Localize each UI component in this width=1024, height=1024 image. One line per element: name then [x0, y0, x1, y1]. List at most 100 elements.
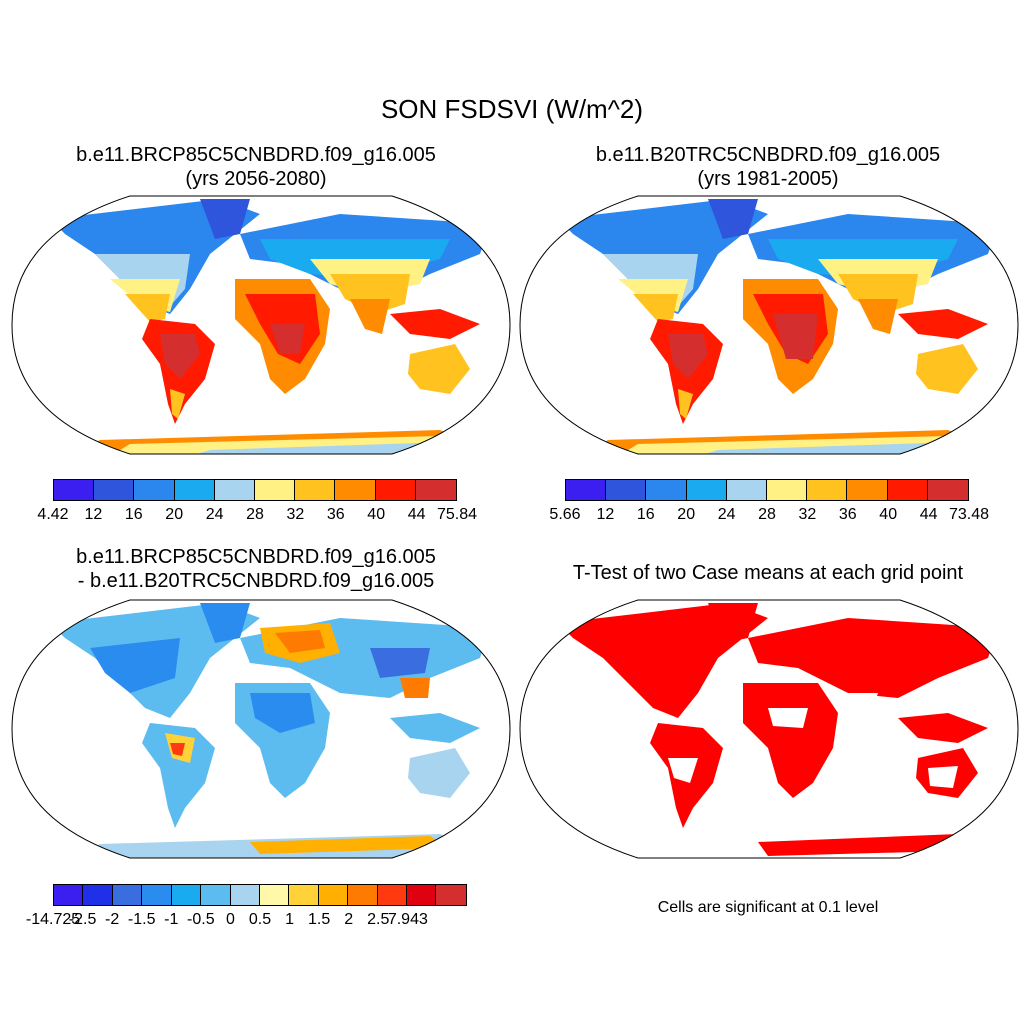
colorbar-2-ticks: 5.66 12 16 20 24 28 32 36 40 44 73.48 — [549, 506, 989, 526]
panel-4-title-line1: T-Test of two Case means at each grid po… — [572, 562, 964, 584]
colorbar-3-box — [318, 885, 349, 905]
colorbar-2-tick-label: 36 — [838, 506, 857, 523]
panel-3-title: b.e11.BRCP85C5CNBDRD.f09_g16.005 - b.e11… — [6, 545, 506, 593]
colorbar-3-boxes — [53, 884, 467, 906]
map-3-land — [50, 603, 490, 858]
figure-title: SON FSDSVI (W/m^2) — [380, 94, 644, 124]
colorbar-1-boxes — [53, 479, 457, 501]
map-2-land — [558, 199, 998, 454]
colorbar-1-box — [54, 480, 95, 500]
colorbar-1-box — [94, 480, 135, 500]
colorbar-2-box — [686, 480, 727, 500]
panel-1-title: b.e11.BRCP85C5CNBDRD.f09_g16.005 (yrs 20… — [6, 143, 506, 191]
colorbar-1-tick-label: 44 — [407, 506, 426, 523]
map-3-border — [11, 599, 511, 859]
colorbar-1-box — [375, 480, 416, 500]
panel-2-title-line2: (yrs 1981-2005) — [697, 168, 839, 190]
colorbar-future: 4.42 12 16 20 24 28 32 36 40 44 75.84 — [37, 479, 477, 529]
colorbar-3-tick-label: 0 — [225, 911, 235, 928]
colorbar-2-box — [566, 480, 607, 500]
map-1-border — [11, 195, 511, 455]
panel-1-title-line2: (yrs 2056-2080) — [185, 168, 327, 190]
colorbar-3-box — [112, 885, 143, 905]
colorbar-2-box — [606, 480, 647, 500]
colorbar-2-tick-label: 40 — [879, 506, 898, 523]
colorbar-2-box — [927, 480, 969, 500]
colorbar-3-tick-label: -0.5 — [187, 911, 215, 928]
colorbar-2-tick-label: 16 — [636, 506, 655, 523]
colorbar-3-ticks: -14.725 -2.5 -2 -1.5 -1 -0.5 0 0.5 1 1.5 2 2.5 7.943 — [26, 911, 467, 931]
colorbar-3-tick-label: 1 — [285, 911, 295, 928]
panel-3-title-line2: - b.e11.B20TRC5CNBDRD.f09_g16.005 — [77, 570, 435, 592]
colorbar-1-tick-label: 28 — [246, 506, 264, 523]
colorbar-1-tick-label: 36 — [326, 506, 345, 523]
colorbar-1-box — [255, 480, 296, 500]
map-4-nonsignificant-holes — [668, 693, 958, 788]
colorbar-2-box — [726, 480, 768, 500]
map-panel-difference — [11, 599, 511, 859]
colorbar-2-box — [887, 480, 928, 500]
colorbar-3-tick-label: 1.5 — [308, 911, 331, 928]
colorbar-1-tick-label: 40 — [367, 506, 386, 523]
map-1-land — [50, 199, 490, 454]
panel-1-title-line1: b.e11.BRCP85C5CNBDRD.f09_g16.005 — [76, 144, 436, 166]
colorbar-3-tick-label: -14.725 — [25, 911, 81, 928]
colorbar-1-tick-label: 32 — [286, 506, 305, 523]
colorbar-3-box — [83, 885, 113, 905]
colorbar-3-box — [54, 885, 84, 905]
colorbar-2-box — [767, 480, 808, 500]
colorbar-2-tick-label: 32 — [798, 506, 817, 523]
colorbar-3-box — [171, 885, 202, 905]
colorbar-2-boxes — [565, 479, 969, 501]
panel-4-title: T-Test of two Case means at each grid po… — [518, 561, 1018, 585]
colorbar-1-box — [335, 480, 376, 500]
panel-2-title: b.e11.B20TRC5CNBDRD.f09_g16.005 (yrs 198… — [518, 143, 1018, 191]
colorbar-3-tick-label: 7.943 — [387, 911, 428, 928]
colorbar-2-box — [847, 480, 888, 500]
colorbar-1-tick-label: 75.84 — [436, 506, 478, 523]
colorbar-1-box — [174, 480, 215, 500]
colorbar-3-tick-label: 2 — [344, 911, 354, 928]
colorbar-3-box — [289, 885, 319, 905]
map-4-significant-cells — [558, 603, 998, 856]
colorbar-1-ticks: 4.42 12 16 20 24 28 32 36 40 44 75.84 — [37, 506, 477, 526]
colorbar-2-tick-label: 24 — [717, 506, 736, 523]
colorbar-2-tick-label: 12 — [596, 506, 615, 523]
colorbar-historical: 5.66 12 16 20 24 28 32 36 40 44 73.48 — [549, 479, 989, 529]
colorbar-1-tick-label: 12 — [84, 506, 103, 523]
colorbar-3-box — [377, 885, 408, 905]
colorbar-2-box — [646, 480, 687, 500]
colorbar-3-tick-label: -2 — [105, 911, 120, 928]
colorbar-3-tick-label: -1 — [164, 911, 179, 928]
colorbar-difference: -14.725 -2.5 -2 -1.5 -1 -0.5 0 0.5 1 1.5 2 2.5 7.943 — [26, 884, 467, 934]
colorbar-1-box — [214, 480, 256, 500]
colorbar-3-tick-label: -2.5 — [68, 911, 97, 928]
colorbar-2-box — [807, 480, 848, 500]
colorbar-3-box — [407, 885, 437, 905]
colorbar-3-tick-label: 0.5 — [248, 911, 272, 928]
colorbar-3-box — [436, 885, 466, 905]
map-2-border — [519, 195, 1019, 455]
colorbar-3-box — [201, 885, 231, 905]
colorbar-2-tick-label: 5.66 — [549, 506, 581, 523]
colorbar-2-tick-label: 28 — [758, 506, 776, 523]
panel-2-title-line1: b.e11.B20TRC5CNBDRD.f09_g16.005 — [595, 144, 941, 166]
colorbar-1-box — [134, 480, 175, 500]
colorbar-2-tick-label: 44 — [919, 506, 938, 523]
map-panel-ttest — [519, 599, 1019, 859]
colorbar-1-tick-label: 20 — [165, 506, 184, 523]
colorbar-3-box — [230, 885, 260, 905]
colorbar-2-tick-label: 73.48 — [948, 506, 990, 523]
colorbar-3-box — [348, 885, 378, 905]
colorbar-3-tick-label: -1.5 — [127, 911, 156, 928]
colorbar-3-box — [142, 885, 172, 905]
colorbar-1-tick-label: 4.42 — [37, 506, 69, 523]
colorbar-1-tick-label: 24 — [205, 506, 224, 523]
colorbar-2-tick-label: 20 — [677, 506, 696, 523]
colorbar-1-box — [415, 480, 457, 500]
colorbar-3-tick-label: 2.5 — [367, 911, 390, 928]
colorbar-3-box — [259, 885, 290, 905]
colorbar-1-box — [295, 480, 336, 500]
map-panel-historical — [519, 195, 1019, 455]
map-panel-future — [11, 195, 511, 455]
